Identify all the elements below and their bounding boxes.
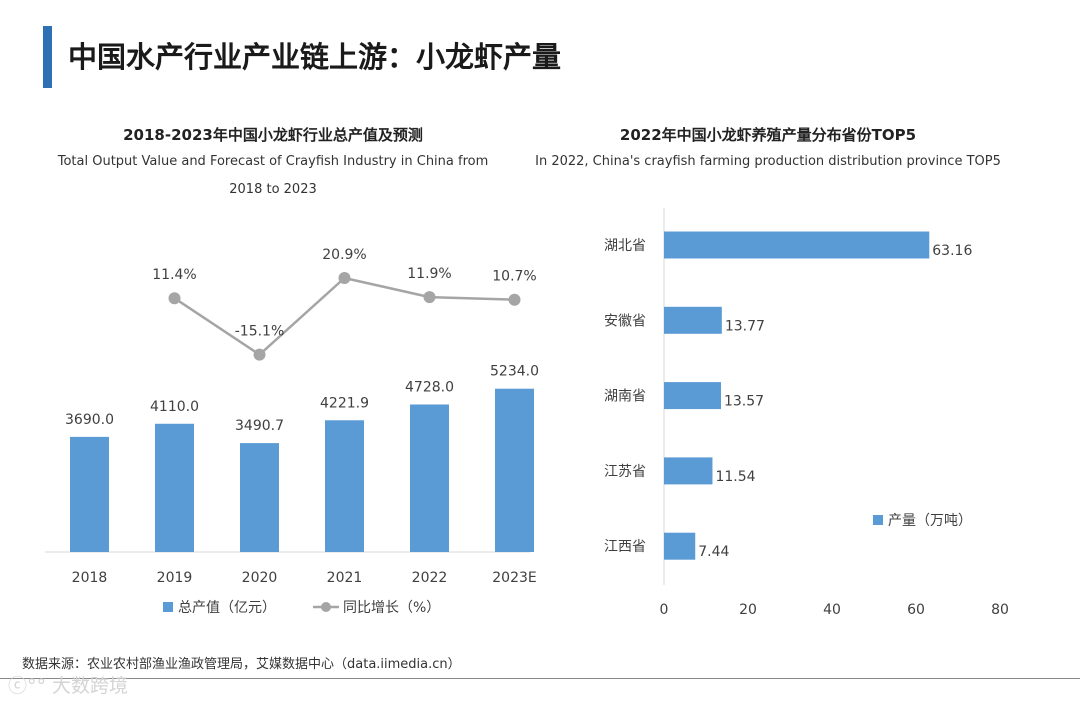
x-tick-40: 40 <box>823 602 841 618</box>
bar-湖南省 <box>664 382 721 410</box>
bar-label-江西省: 7.44 <box>698 544 729 560</box>
bar-label-湖北省: 63.16 <box>932 243 972 259</box>
bar-label-江苏省: 11.54 <box>715 469 755 485</box>
right-chart-subtitle: In 2022, China's crayfish farming produc… <box>535 154 1001 169</box>
bar-江苏省 <box>664 457 713 485</box>
bar-湖北省 <box>664 231 930 259</box>
x-tick-20: 20 <box>739 602 757 618</box>
y-tick-江西省: 江西省 <box>604 539 646 555</box>
y-tick-湖北省: 湖北省 <box>604 238 646 254</box>
x-tick-0: 0 <box>660 602 669 618</box>
legend-swatch <box>873 515 883 525</box>
x-tick-60: 60 <box>907 602 925 618</box>
bar-2022 <box>410 404 449 552</box>
growth-point-2020 <box>253 348 266 361</box>
left-chart-subtitle: Total Output Value and Forecast of Crayf… <box>57 154 489 197</box>
bar-label-安徽省: 13.77 <box>725 318 765 334</box>
legend-line-marker <box>321 602 331 612</box>
growth-label-2023E: 10.7% <box>492 269 536 285</box>
bar-label-湖南省: 13.57 <box>724 394 764 410</box>
bar-label-2022: 4728.0 <box>405 379 454 395</box>
title-accent-bar <box>43 26 52 88</box>
bar-2020 <box>240 443 279 552</box>
x-tick-2021: 2021 <box>327 570 363 586</box>
growth-point-2022 <box>423 291 436 304</box>
x-tick-2020: 2020 <box>242 570 278 586</box>
bar-label-2018: 3690.0 <box>65 412 114 428</box>
legend-line-label: 同比增长（%） <box>343 600 440 616</box>
legend-label: 产量（万吨） <box>888 513 972 529</box>
y-tick-江苏省: 江苏省 <box>604 464 646 480</box>
bottom-divider <box>0 678 1080 679</box>
growth-label-2022: 11.9% <box>407 266 451 282</box>
x-tick-2022: 2022 <box>412 570 448 586</box>
growth-line <box>173 276 515 357</box>
bar-label-2021: 4221.9 <box>320 395 369 411</box>
bar-2019 <box>155 423 194 552</box>
x-tick-80: 80 <box>991 602 1009 618</box>
y-tick-湖南省: 湖南省 <box>604 389 646 405</box>
province-production-chart: 63.16 湖北省 13.77 安徽省 13.57 湖南省 11.54 江苏省 7.44 江西省 0… <box>604 208 1009 618</box>
y-tick-安徽省: 安徽省 <box>604 313 646 329</box>
bar-2023E <box>495 388 534 552</box>
watermark: ⓒ°° 大数跨境 <box>8 671 128 698</box>
x-tick-2018: 2018 <box>72 570 108 586</box>
x-tick-2019: 2019 <box>157 570 193 586</box>
bar-label-2019: 4110.0 <box>150 399 199 415</box>
growth-label-2020: -15.1% <box>235 324 285 340</box>
page-title: 中国水产行业产业链上游：小龙虾产量 <box>68 40 562 74</box>
bar-安徽省 <box>664 306 722 334</box>
left-chart-title: 2018-2023年中国小龙虾行业总产值及预测 <box>123 126 423 144</box>
bar-label-2023E: 5234.0 <box>490 364 539 380</box>
legend-bar-swatch <box>163 602 173 612</box>
growth-point-2023E <box>508 293 521 306</box>
growth-point-2019 <box>168 292 181 305</box>
right-chart-title: 2022年中国小龙虾养殖产量分布省份TOP5 <box>619 126 917 144</box>
watermark-logo-icon: ⓒ°° <box>8 675 53 697</box>
bar-2021 <box>325 420 364 552</box>
x-tick-2023E: 2023E <box>492 570 536 586</box>
legend-bar-label: 总产值（亿元） <box>178 600 276 616</box>
growth-point-2021 <box>338 271 351 284</box>
bar-江西省 <box>664 532 696 560</box>
watermark-text: 大数跨境 <box>52 675 129 697</box>
growth-label-2019: 11.4% <box>152 267 196 283</box>
bar-label-2020: 3490.7 <box>235 418 284 434</box>
bar-2018 <box>70 436 109 552</box>
data-source: 数据来源：农业农村部渔业渔政管理局，艾媒数据中心（data.iimedia.cn… <box>22 657 461 672</box>
output-value-chart: 3690.0 2018 4110.0 2019 3490.7 2020 4221.9 2021… <box>45 247 539 616</box>
growth-label-2021: 20.9% <box>322 247 366 263</box>
